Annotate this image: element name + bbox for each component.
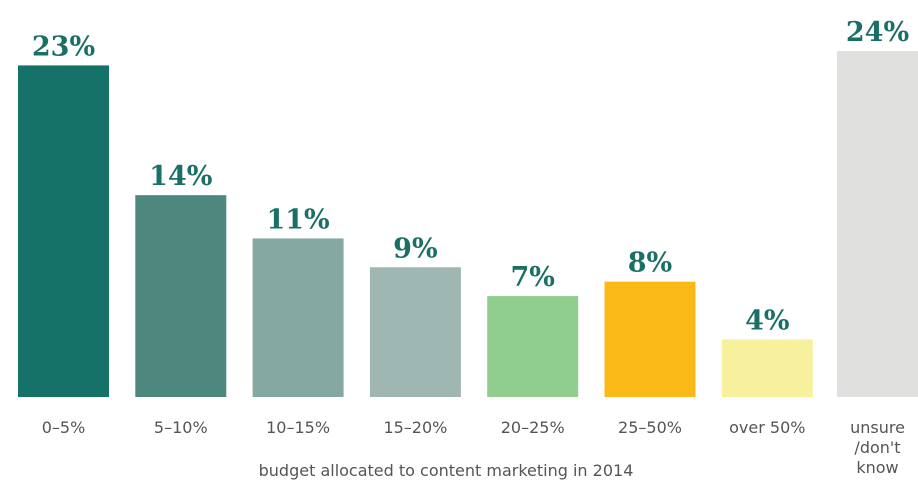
value-label: 24% — [846, 17, 909, 48]
value-label: 14% — [149, 161, 212, 192]
value-label: 7% — [510, 262, 554, 293]
bar — [721, 339, 813, 397]
x-tick-label: 0–5% — [42, 418, 86, 437]
x-tick-label: over 50% — [729, 418, 805, 437]
bar — [487, 296, 579, 397]
x-tick-label: 25–50% — [618, 418, 682, 437]
bar — [252, 238, 344, 397]
x-tick-label: unsure/don't know — [850, 418, 905, 477]
bar — [18, 65, 109, 398]
value-label: 23% — [32, 31, 95, 62]
bar — [135, 195, 227, 397]
value-label: 9% — [393, 233, 437, 264]
bar — [837, 51, 918, 397]
x-tick-label: 5–10% — [154, 418, 208, 437]
x-tick-label: 10–15% — [266, 418, 330, 437]
x-axis-label: budget allocated to content marketing in… — [259, 461, 634, 480]
bar — [604, 281, 696, 397]
value-label: 8% — [628, 248, 672, 279]
x-tick-label: 15–20% — [383, 418, 447, 437]
value-label: 4% — [745, 305, 789, 336]
x-tick-label: 20–25% — [501, 418, 565, 437]
value-label: 11% — [266, 204, 329, 235]
bar — [369, 267, 461, 397]
